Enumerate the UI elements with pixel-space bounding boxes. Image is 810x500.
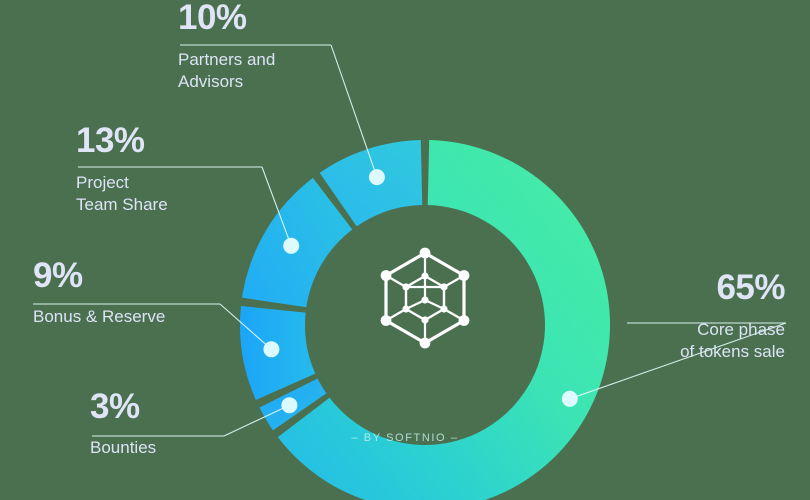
leader-line-bounties — [223, 404, 290, 437]
slice-dot-core-phase[interactable] — [561, 390, 578, 407]
caption-partners-advisors: Partners and Advisors — [178, 50, 276, 92]
slice-dot-bounties[interactable] — [281, 397, 298, 414]
percent-partners-advisors: 10% — [178, 0, 247, 37]
percent-project-team-share: 13% — [76, 121, 145, 160]
label-partners-advisors: 10% Partners and Advisors — [178, 0, 378, 94]
label-project-team-share: 13% Project Team Share — [76, 123, 286, 217]
leader-line-bonus-reserve — [219, 303, 272, 350]
percent-core-phase: 65% — [716, 268, 785, 307]
label-bonus-reserve: 9% Bonus & Reserve — [33, 258, 243, 328]
softnio-watermark: – BY SOFTNIO – — [351, 432, 459, 444]
percent-bounties: 3% — [90, 387, 140, 426]
slice-dot-partners-advisors[interactable] — [368, 169, 385, 186]
slice-dots — [263, 169, 578, 414]
leader-line-project-team-share — [261, 166, 292, 246]
leader-line-partners-advisors — [330, 44, 378, 178]
caption-core-phase: Core phase of tokens sale — [680, 320, 785, 362]
caption-bonus-reserve: Bonus & Reserve — [33, 307, 166, 326]
leader-lines — [219, 44, 787, 437]
caption-project-team-share: Project Team Share — [76, 173, 168, 215]
label-core-phase: 65% Core phase of tokens sale — [585, 270, 785, 364]
leader-line-core-phase — [569, 322, 787, 400]
donut-slice-partners-advisors[interactable] — [319, 140, 423, 227]
slice-dot-bonus-reserve[interactable] — [263, 341, 280, 358]
hexagon-network-logo-icon — [380, 247, 470, 349]
percent-bonus-reserve: 9% — [33, 256, 83, 295]
donut-slice-core-phase[interactable] — [277, 140, 610, 500]
donut-slices — [240, 140, 610, 500]
label-rules — [33, 44, 786, 437]
caption-bounties: Bounties — [90, 438, 157, 457]
slice-dot-project-team-share[interactable] — [283, 237, 300, 254]
label-bounties: 3% Bounties — [90, 389, 280, 459]
